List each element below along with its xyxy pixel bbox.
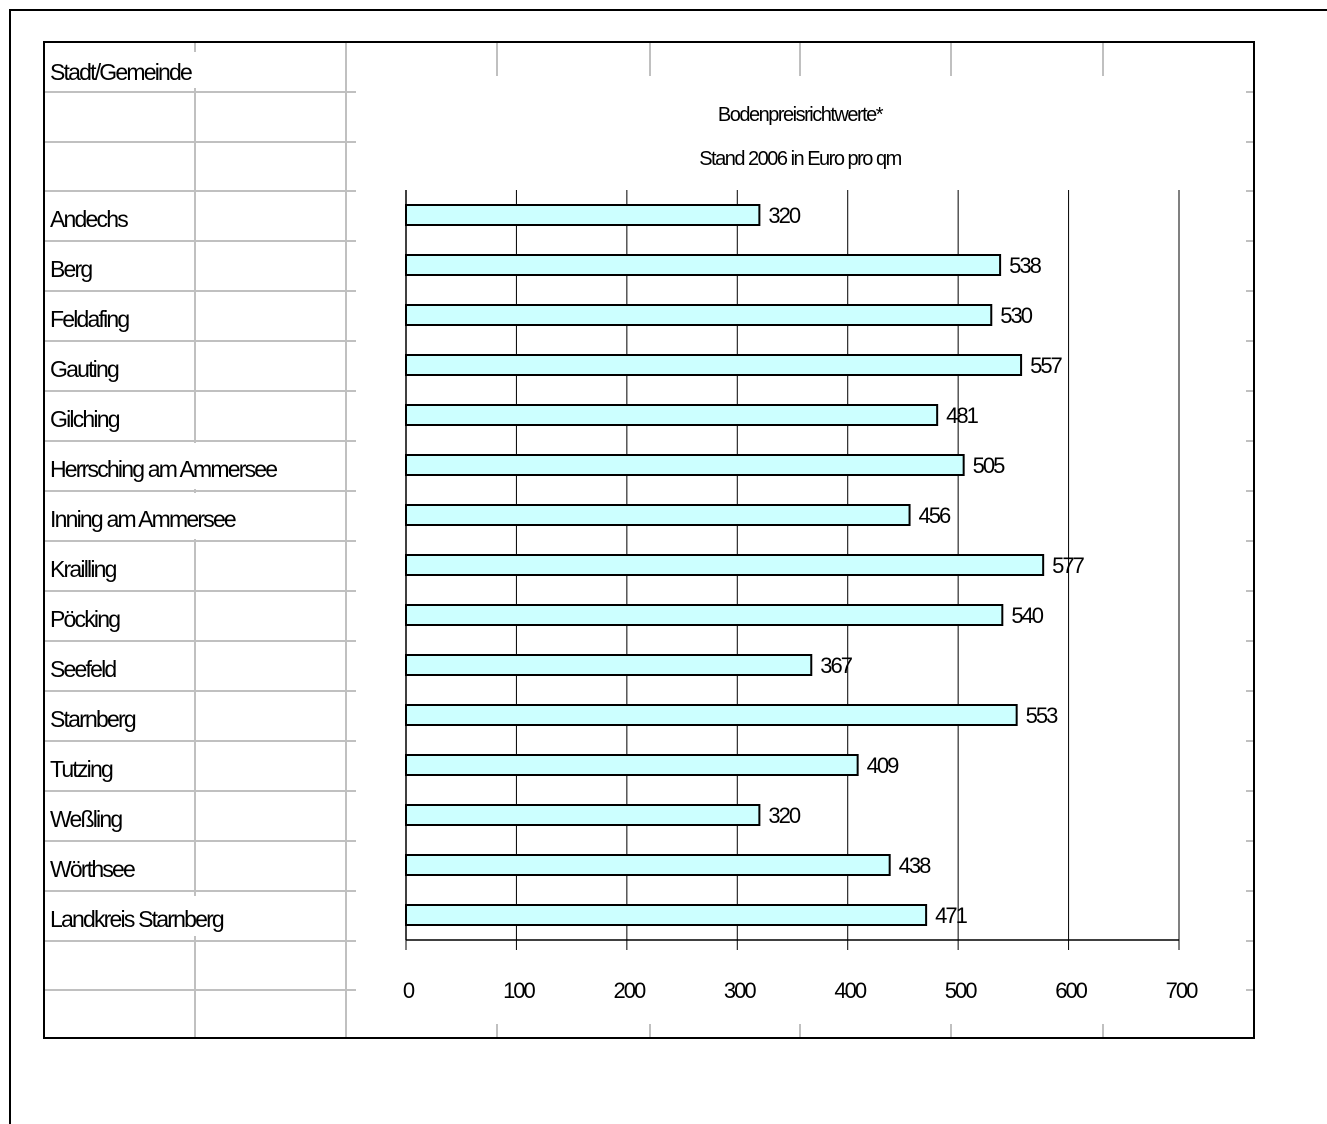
table-header-stadt-gemeinde: Stadt/Gemeinde bbox=[50, 59, 192, 85]
x-axis-ticks: 0 100 200 300 400 500 600 700 bbox=[403, 978, 1200, 1003]
category-label-13: Wörthsee bbox=[50, 856, 135, 882]
data-label-2: 530 bbox=[1000, 303, 1032, 328]
bar-0 bbox=[405, 204, 761, 226]
x-tick-label-2: 200 bbox=[613, 978, 645, 1003]
data-label-8: 540 bbox=[1011, 603, 1043, 628]
category-label-1: Berg bbox=[50, 256, 92, 282]
bar-10 bbox=[405, 704, 1018, 726]
bar-2 bbox=[405, 304, 993, 326]
category-label-5: Herrsching am Ammersee bbox=[50, 456, 277, 482]
bar-6 bbox=[405, 504, 911, 526]
bar-5 bbox=[405, 454, 965, 476]
spreadsheet-grid bbox=[44, 42, 1254, 1038]
category-label-6: Inning am Ammersee bbox=[50, 506, 236, 532]
outer-frame bbox=[9, 9, 1327, 1124]
x-tick-label-1: 100 bbox=[503, 978, 535, 1003]
category-label-9: Seefeld bbox=[50, 656, 116, 682]
data-label-5: 505 bbox=[973, 453, 1005, 478]
bar-12 bbox=[405, 804, 761, 826]
x-tick-label-6: 600 bbox=[1055, 978, 1087, 1003]
bar-11 bbox=[405, 754, 859, 776]
data-label-1: 538 bbox=[1009, 253, 1041, 278]
data-label-4: 481 bbox=[946, 403, 978, 428]
cell-merge-mask bbox=[190, 896, 240, 936]
bar-7 bbox=[405, 554, 1045, 576]
category-labels: Andechs Berg Feldafing Gauting Gilching Herrs… bbox=[50, 206, 279, 932]
data-label-7: 577 bbox=[1052, 553, 1084, 578]
data-label-11: 409 bbox=[867, 753, 899, 778]
bar-4 bbox=[405, 404, 939, 426]
data-label-14: 471 bbox=[935, 903, 967, 928]
x-tick-label-5: 500 bbox=[945, 978, 977, 1003]
category-label-14: Landkreis Starnberg bbox=[50, 906, 224, 932]
x-tick-label-4: 400 bbox=[834, 978, 866, 1003]
data-label-3: 557 bbox=[1030, 353, 1062, 378]
category-label-0: Andechs bbox=[50, 206, 128, 232]
bar-14 bbox=[405, 904, 928, 926]
category-label-4: Gilching bbox=[50, 406, 120, 432]
category-label-3: Gauting bbox=[50, 356, 119, 382]
bar-1 bbox=[405, 254, 1002, 276]
bar-8 bbox=[405, 604, 1004, 626]
data-labels-group: 320 538 530 557 481 505 456 577 540 367 553 409 320 4… bbox=[768, 203, 1086, 928]
cell-merge-mask bbox=[190, 52, 202, 88]
chart-subtitle: Stand 2006 in Euro pro qm bbox=[699, 148, 901, 170]
x-tick-label-7: 700 bbox=[1166, 978, 1198, 1003]
data-label-9: 367 bbox=[820, 653, 852, 678]
chart-object-border bbox=[43, 41, 1255, 1039]
category-label-2: Feldafing bbox=[50, 306, 129, 332]
cell-merge-mask bbox=[190, 493, 340, 539]
chart-title: Bodenpreisrichtwerte* bbox=[718, 104, 884, 126]
category-label-12: Weßling bbox=[50, 806, 122, 832]
category-label-7: Krailling bbox=[50, 556, 117, 582]
data-label-10: 553 bbox=[1026, 703, 1058, 728]
category-label-11: Tutzing bbox=[50, 756, 113, 782]
category-label-10: Starnberg bbox=[50, 706, 136, 732]
cell-merge-mask bbox=[190, 443, 340, 489]
data-label-13: 438 bbox=[899, 853, 931, 878]
data-label-12: 320 bbox=[768, 803, 800, 828]
data-label-0: 320 bbox=[768, 203, 800, 228]
bar-3 bbox=[405, 354, 1023, 376]
data-label-6: 456 bbox=[919, 503, 951, 528]
bar-9 bbox=[405, 654, 813, 676]
bars-group bbox=[405, 204, 1045, 926]
x-tick-label-0: 0 bbox=[403, 978, 415, 1003]
x-tick-label-3: 300 bbox=[724, 978, 756, 1003]
category-label-8: Pöcking bbox=[50, 606, 120, 632]
bar-13 bbox=[405, 854, 891, 876]
